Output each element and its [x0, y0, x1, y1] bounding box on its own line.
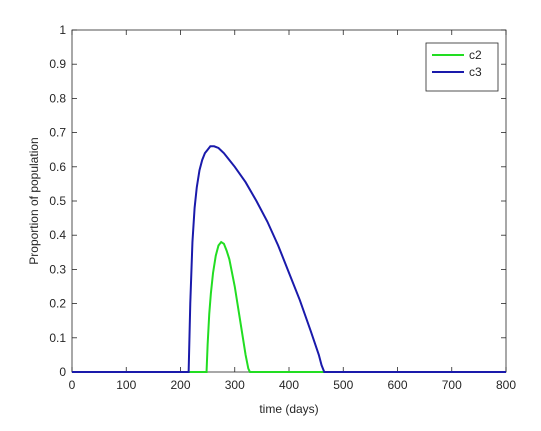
legend-label: c2 — [469, 48, 482, 62]
y-axis-label: Proportion of population — [27, 137, 41, 264]
y-tick-label: 0.5 — [49, 194, 66, 208]
y-tick-label: 0.6 — [49, 160, 66, 174]
y-tick-label: 1 — [59, 23, 66, 37]
x-tick-label: 700 — [442, 378, 462, 392]
x-tick-label: 600 — [387, 378, 407, 392]
line-series — [72, 240, 506, 373]
x-tick-label: 200 — [170, 378, 190, 392]
y-tick-label: 0.8 — [49, 91, 66, 105]
y-tick-label: 0.3 — [49, 262, 66, 276]
line-series — [72, 145, 506, 373]
y-tick-label: 0.1 — [49, 331, 66, 345]
y-tick-label: 0.9 — [49, 57, 66, 71]
x-tick-label: 800 — [496, 378, 516, 392]
x-tick-label: 100 — [116, 378, 136, 392]
y-tick-label: 0.2 — [49, 297, 66, 311]
legend-label: c3 — [469, 65, 482, 79]
y-tick-label: 0 — [59, 365, 66, 379]
y-tick-label: 0.4 — [49, 228, 66, 242]
x-tick-label: 500 — [333, 378, 353, 392]
x-axis-label: time (days) — [259, 402, 318, 416]
x-tick-label: 0 — [69, 378, 76, 392]
y-tick-label: 0.7 — [49, 126, 66, 140]
x-tick-label: 300 — [225, 378, 245, 392]
legend-box — [425, 42, 499, 92]
x-tick-label: 400 — [279, 378, 299, 392]
